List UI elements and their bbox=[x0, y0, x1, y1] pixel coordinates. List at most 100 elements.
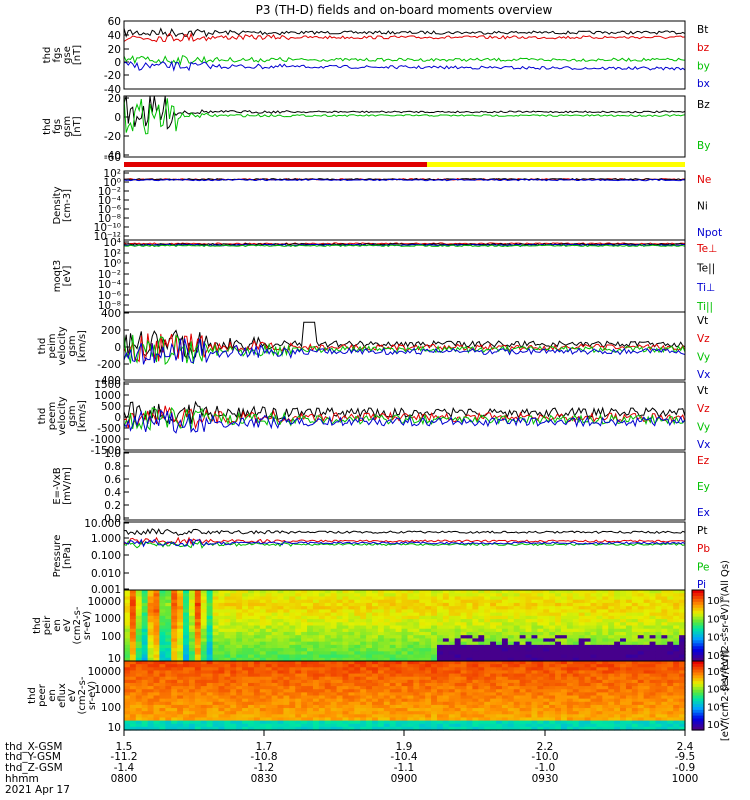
colorbar-segment bbox=[692, 684, 704, 688]
spectrogram-cell bbox=[407, 711, 414, 715]
spectrogram-cell bbox=[425, 593, 432, 598]
spectrogram-cell bbox=[248, 625, 255, 630]
spectrogram-cell bbox=[667, 717, 674, 722]
spectrogram-cell bbox=[348, 682, 355, 687]
y-tick-label: 10 bbox=[108, 653, 121, 665]
spectrogram-cell bbox=[383, 676, 391, 681]
spectrogram-cell bbox=[425, 602, 432, 607]
spectrogram-cell bbox=[283, 695, 290, 700]
spectrogram-cell bbox=[413, 708, 420, 712]
spectrogram-cell bbox=[631, 692, 639, 697]
spectrogram-cell bbox=[419, 631, 426, 636]
spectrogram-cell bbox=[183, 695, 190, 700]
spectrogram-cell bbox=[442, 644, 450, 649]
spectrogram-cell bbox=[218, 714, 225, 719]
spectrogram-cell bbox=[330, 606, 338, 610]
spectrogram-cell bbox=[324, 631, 332, 636]
spectrogram-cell bbox=[460, 689, 468, 693]
spectrogram-cell bbox=[614, 638, 621, 643]
spectrogram-cell bbox=[454, 670, 462, 675]
spectrogram-cell bbox=[194, 654, 202, 659]
spectrogram-cell bbox=[655, 599, 662, 604]
spectrogram-cell bbox=[608, 615, 615, 620]
spectrogram-cell bbox=[560, 641, 568, 646]
spectrogram-cell bbox=[307, 695, 314, 700]
spectrogram-cell bbox=[224, 593, 231, 598]
colorbar-segment bbox=[692, 707, 704, 711]
spectrogram-cell bbox=[248, 619, 255, 623]
spectrogram-cell bbox=[578, 631, 586, 636]
spectrogram-cell bbox=[460, 661, 468, 665]
spectrogram-cell bbox=[655, 723, 662, 728]
spectrogram-cell bbox=[460, 679, 468, 684]
spectrogram-cell bbox=[129, 593, 137, 598]
spectrogram-cell bbox=[448, 625, 456, 630]
spectrogram-cell bbox=[401, 676, 409, 681]
spectrogram-cell bbox=[531, 714, 538, 719]
spectrogram-cell bbox=[336, 651, 344, 656]
spectrogram-cell bbox=[425, 726, 432, 731]
spectrogram-cell bbox=[171, 695, 178, 700]
spectrogram-cell bbox=[248, 648, 255, 652]
spectrogram-cell bbox=[295, 720, 302, 725]
spectrogram-cell bbox=[478, 625, 485, 630]
spectrogram-cell bbox=[637, 686, 645, 690]
spectrogram-cell bbox=[596, 689, 603, 693]
spectrogram-cell bbox=[289, 622, 296, 627]
spectrogram-cell bbox=[147, 596, 155, 601]
spectrogram-cell bbox=[265, 698, 273, 703]
spectrogram-cell bbox=[472, 673, 479, 678]
spectrogram-cell bbox=[584, 638, 592, 643]
spectrogram-cell bbox=[318, 648, 326, 652]
spectrogram-cell bbox=[141, 726, 149, 731]
spectrogram-cell bbox=[395, 599, 403, 604]
spectrogram-cell bbox=[673, 612, 680, 617]
spectrogram-cell bbox=[135, 664, 143, 668]
spectrogram-cell bbox=[543, 612, 550, 617]
spectrogram-cell bbox=[194, 676, 202, 681]
spectrogram-cell bbox=[484, 596, 491, 601]
spectrogram-cell bbox=[330, 714, 338, 719]
spectrogram-cell bbox=[212, 599, 220, 604]
spectrogram-cell bbox=[342, 602, 349, 607]
spectrogram-cell bbox=[159, 679, 166, 684]
spectrogram-cell bbox=[501, 720, 509, 725]
spectrogram-cell bbox=[490, 602, 497, 607]
spectrogram-cell bbox=[401, 657, 409, 662]
panel-pressure: Pressure [nPa]10.0001.0000.1000.0100.001P… bbox=[52, 518, 710, 596]
spectrogram-cell bbox=[448, 711, 456, 715]
spectrogram-cell bbox=[673, 698, 680, 703]
spectrogram-cell bbox=[212, 682, 220, 687]
spectrogram-cell bbox=[188, 667, 196, 672]
spectrogram-cell bbox=[277, 628, 285, 633]
spectrogram-cell bbox=[596, 670, 603, 675]
y-tick-label: 10⁻¹² bbox=[94, 231, 121, 243]
spectrogram-cell bbox=[242, 701, 249, 706]
spectrogram-cell bbox=[141, 631, 149, 636]
spectrogram-cell bbox=[572, 609, 580, 614]
spectrogram-cell bbox=[531, 689, 538, 693]
spectrogram-cell bbox=[490, 704, 497, 709]
legend-entry: Bt bbox=[697, 24, 708, 36]
spectrogram-cell bbox=[590, 622, 598, 627]
spectrogram-cell bbox=[608, 654, 615, 659]
spectrogram-cell bbox=[507, 714, 515, 719]
spectrogram-cell bbox=[637, 698, 645, 703]
spectrogram-cell bbox=[318, 596, 326, 601]
spectrogram-cell bbox=[560, 714, 568, 719]
spectrogram-cell bbox=[673, 704, 680, 709]
spectrogram-cell bbox=[129, 695, 137, 700]
spectrogram-cell bbox=[602, 606, 609, 610]
spectrogram-cell bbox=[236, 641, 243, 646]
spectrogram-cell bbox=[141, 676, 149, 681]
spectrogram-cell bbox=[549, 708, 556, 712]
spectrogram-cell bbox=[360, 682, 367, 687]
spectrogram-cell bbox=[620, 701, 627, 706]
spectrogram-cell bbox=[555, 708, 562, 712]
spectrogram-cell bbox=[442, 661, 450, 665]
spectrogram-cell bbox=[679, 679, 686, 684]
spectrogram-cell bbox=[377, 596, 385, 601]
spectrogram-cell bbox=[667, 602, 674, 607]
spectrogram-cell bbox=[679, 698, 686, 703]
spectrogram-cell bbox=[230, 664, 237, 668]
